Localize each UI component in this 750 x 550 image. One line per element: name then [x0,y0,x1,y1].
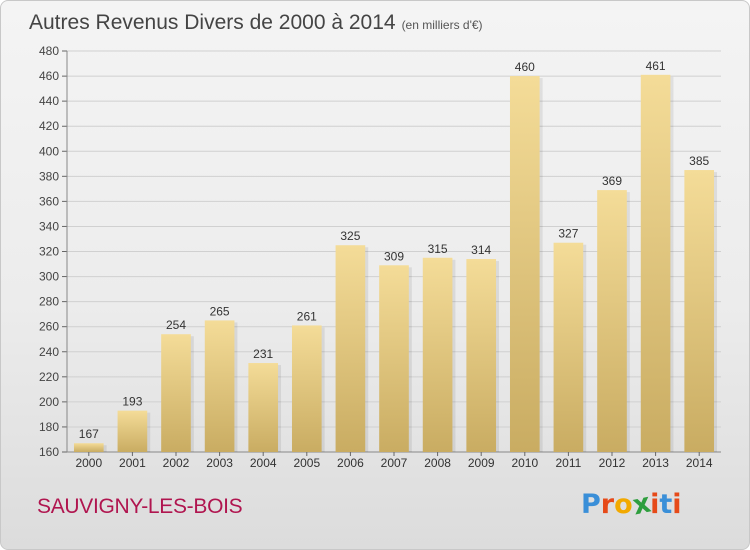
proxiti-logo: Proxiti [581,488,682,522]
y-tick-label: 220 [39,370,59,384]
logo-letter: i [672,489,682,520]
y-tick-label: 440 [39,94,59,108]
y-tick-label: 480 [39,44,59,58]
data-label: 265 [210,304,230,318]
x-tick-label: 2004 [250,456,277,470]
data-label: 193 [122,395,142,409]
data-label: 369 [602,174,622,188]
x-tick-label: 2011 [555,456,581,470]
data-label: 254 [166,318,186,332]
data-label: 327 [558,227,578,241]
bar [509,76,540,452]
data-label: 385 [689,154,709,168]
bar [597,190,627,453]
data-label: 325 [340,229,360,243]
y-tick-label: 380 [39,169,59,183]
x-tick-label: 2014 [686,456,713,470]
logo-letter: t [659,489,673,520]
chart-subtitle: (en milliers d'€) [401,18,483,32]
logo-letter: o [614,489,633,520]
y-tick-label: 240 [39,345,59,359]
y-tick-label: 420 [39,119,59,133]
x-tick-label: 2000 [75,456,102,470]
y-tick-label: 300 [39,270,59,284]
chart-title: Autres Revenus Divers de 2000 à 2014 (en … [29,11,483,35]
chart-title-text: Autres Revenus Divers de 2000 à 2014 [29,11,396,34]
x-tick-label: 2013 [642,456,669,470]
y-tick-label: 460 [39,69,59,83]
y-tick-label: 200 [39,395,59,409]
x-tick-label: 2002 [163,456,190,470]
data-label: 231 [253,347,273,361]
x-tick-label: 2001 [119,456,146,470]
logo-letter: i [650,489,660,520]
data-label: 460 [515,60,535,74]
data-label: 461 [646,59,666,73]
x-tick-label: 2008 [424,456,451,470]
x-tick-label: 2007 [381,456,408,470]
y-tick-label: 320 [39,245,59,259]
commune-name: SAUVIGNY-LES-BOIS [37,495,243,518]
bar [291,325,322,452]
logo-letter: r [600,489,615,520]
y-tick-label: 400 [39,144,59,158]
logo-letter: P [581,489,601,520]
bar [73,443,104,452]
x-tick-label: 2009 [468,456,495,470]
bar [422,257,453,452]
y-tick-label: 260 [39,320,59,334]
bar [466,259,497,452]
data-label: 315 [428,242,448,256]
y-tick-label: 340 [39,219,59,233]
bar [684,170,715,452]
data-label: 261 [297,309,317,323]
y-tick-label: 180 [39,420,59,434]
bar [640,74,671,452]
bar [248,363,279,452]
bar [553,242,584,452]
y-tick-label: 280 [39,295,59,309]
x-tick-label: 2003 [206,456,233,470]
x-tick-label: 2012 [599,456,626,470]
bar [161,334,191,452]
x-tick-label: 2006 [337,456,364,470]
x-tick-label: 2005 [293,456,320,470]
y-tick-label: 360 [39,194,59,208]
data-label: 314 [471,243,491,257]
bar [204,320,235,452]
data-label: 309 [384,249,404,263]
x-tick-label: 2010 [511,456,538,470]
bar [379,265,409,452]
y-tick-label: 160 [39,445,59,459]
bar [117,410,148,452]
bar [335,245,366,452]
data-label: 167 [79,427,99,441]
